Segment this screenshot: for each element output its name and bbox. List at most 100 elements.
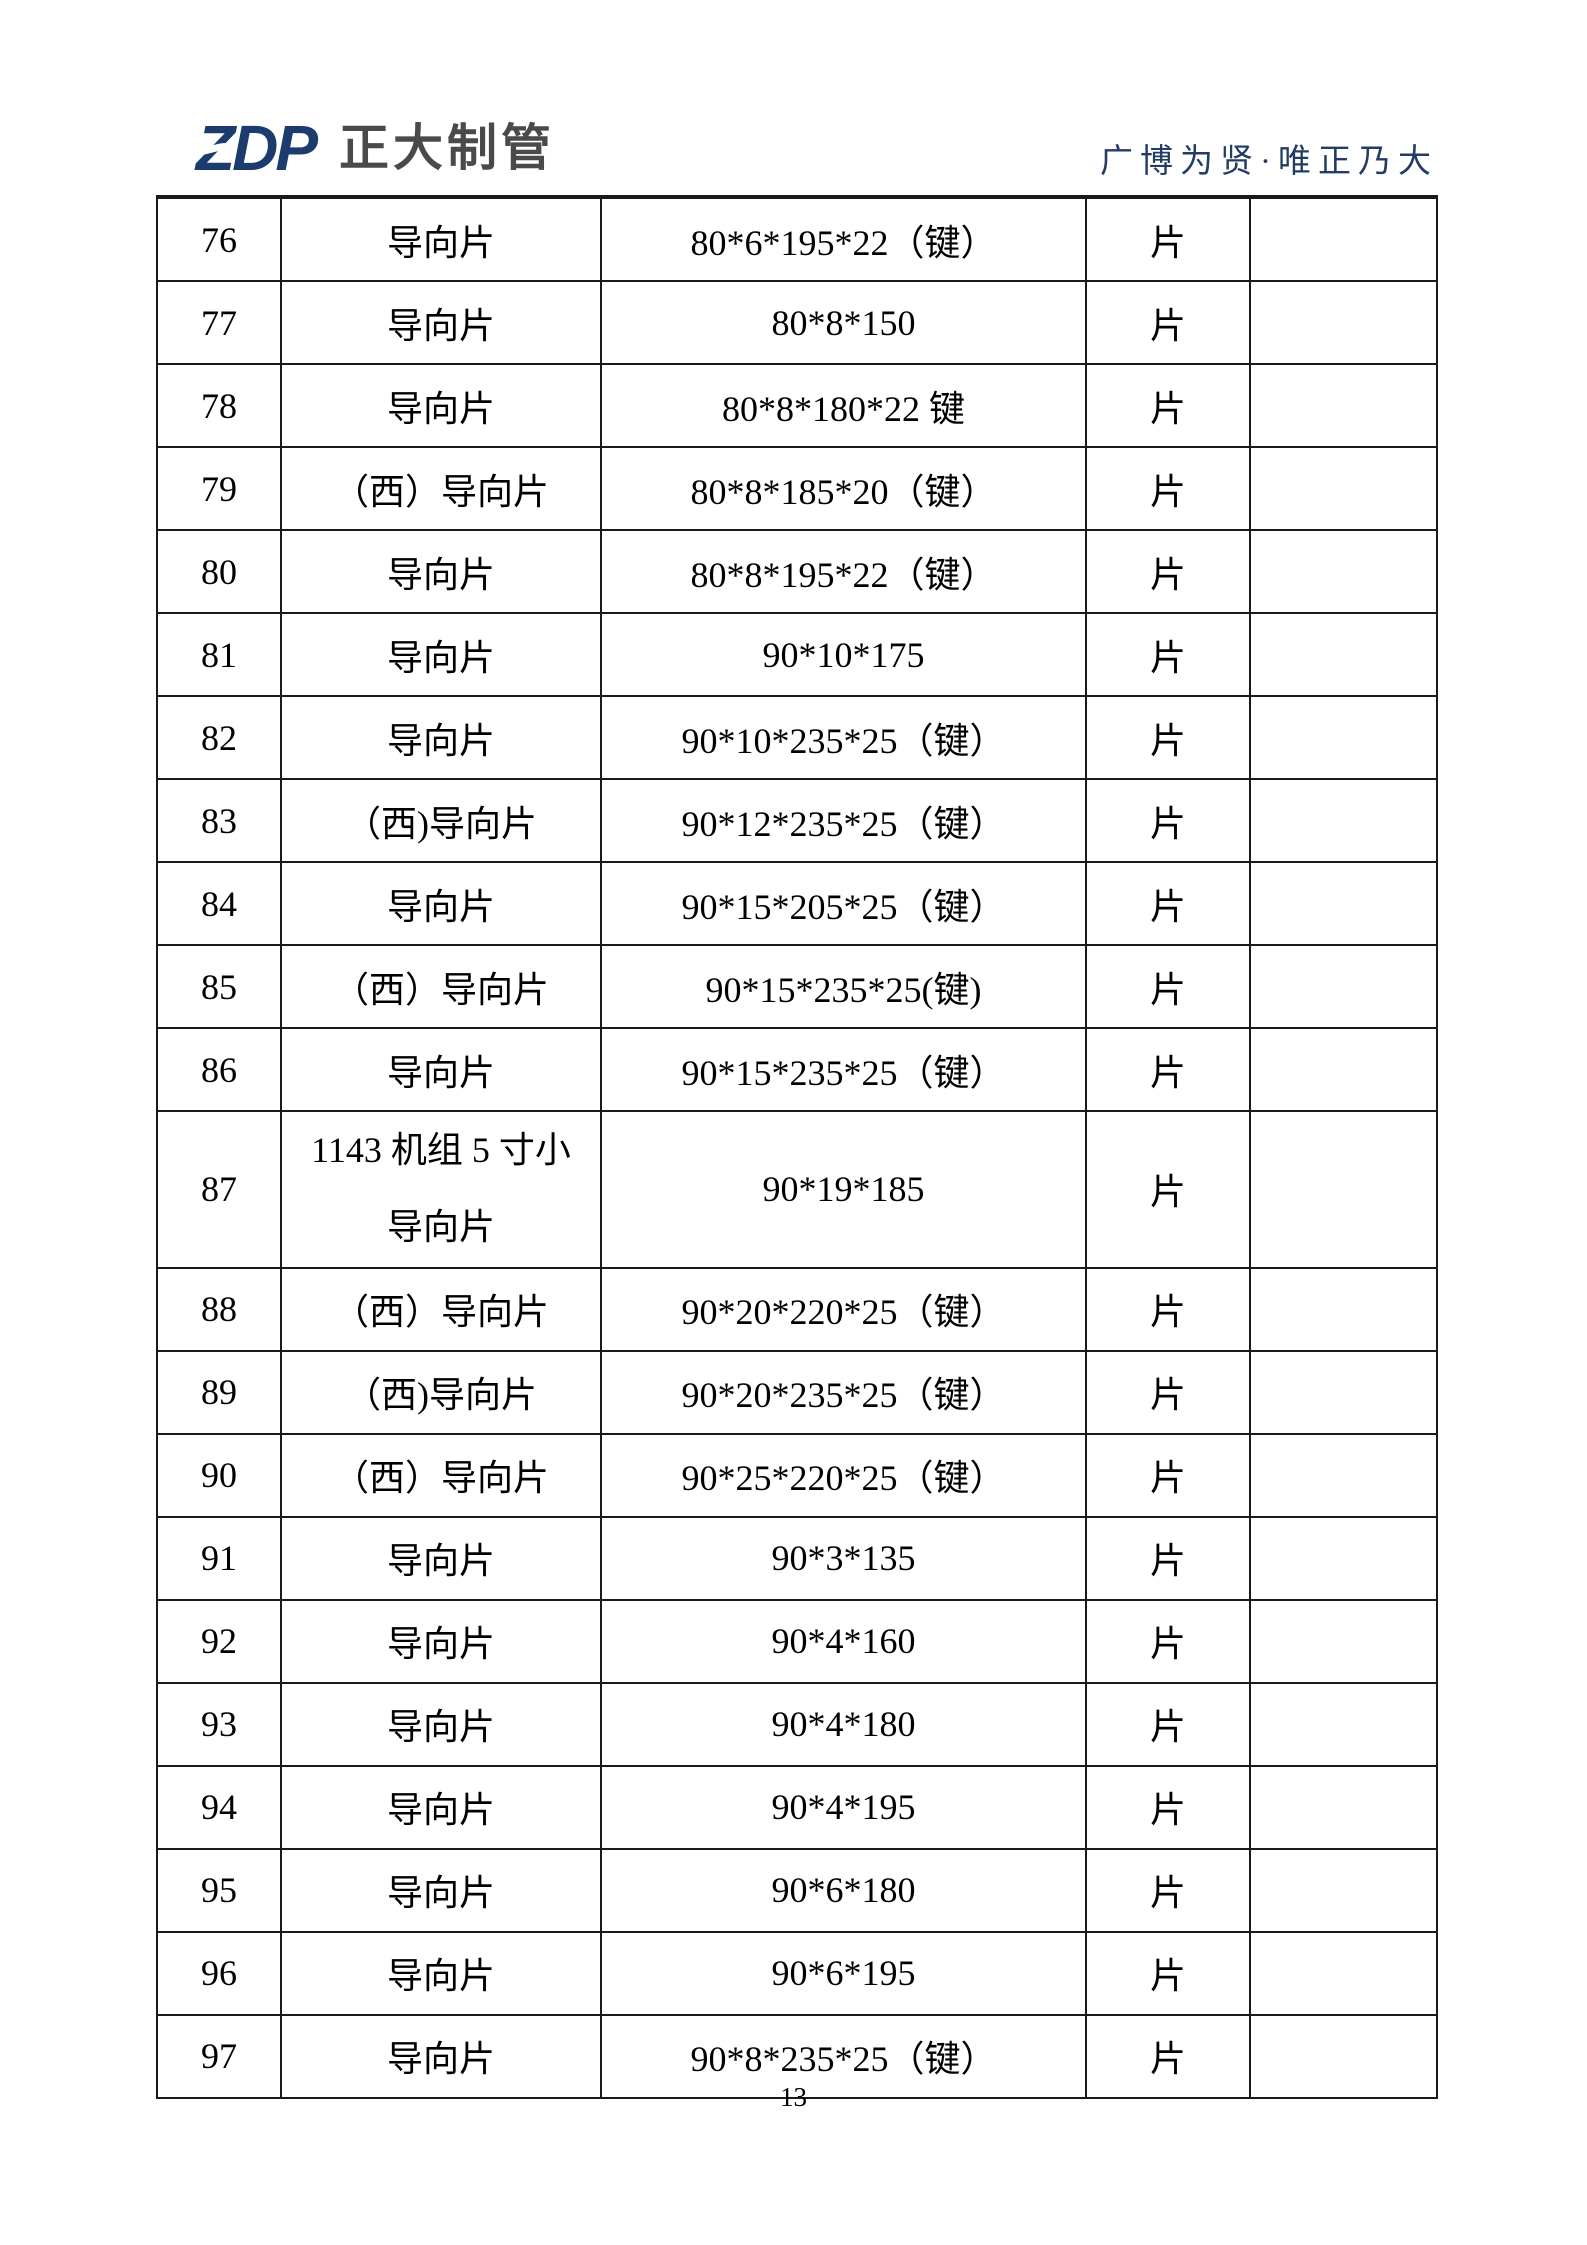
cell-note <box>1249 1681 1438 1767</box>
cell-spec: 90*12*235*25（键） <box>600 778 1087 863</box>
cell-index: 88 <box>156 1266 282 1352</box>
cell-note <box>1249 280 1438 365</box>
cell-note <box>1249 529 1438 614</box>
company-logo: ZDP 正大制管 <box>196 116 555 180</box>
cell-unit: 片 <box>1085 1598 1251 1684</box>
cell-name: 导向片 <box>280 1930 602 2016</box>
cell-unit: 片 <box>1085 2013 1251 2099</box>
cell-name: 导向片 <box>280 1027 602 1112</box>
cell-spec: 90*4*180 <box>600 1681 1087 1767</box>
cell-spec: 90*15*235*25(键) <box>600 944 1087 1029</box>
table-row: 89 （西)导向片 90*20*235*25（键）片 <box>156 1349 1438 1435</box>
cell-index: 97 <box>156 2013 282 2099</box>
cell-name: 导向片 <box>280 280 602 365</box>
cell-unit: 片 <box>1085 280 1251 365</box>
page-number: 13 <box>780 2082 807 2112</box>
cell-index: 95 <box>156 1847 282 1933</box>
table-row: 80 导向片 80*8*195*22（键）片 <box>156 529 1438 614</box>
cell-note <box>1249 1266 1438 1352</box>
cell-spec: 90*25*220*25（键） <box>600 1432 1087 1518</box>
cell-note <box>1249 944 1438 1029</box>
cell-unit: 片 <box>1085 1432 1251 1518</box>
table-row: 82 导向片 90*10*235*25（键）片 <box>156 695 1438 780</box>
cell-index: 83 <box>156 778 282 863</box>
cell-spec: 90*19*185 <box>600 1110 1087 1269</box>
cell-note <box>1249 1110 1438 1269</box>
table-row: 79 （西）导向片 80*8*185*20（键）片 <box>156 446 1438 531</box>
cell-index: 90 <box>156 1432 282 1518</box>
cell-unit: 片 <box>1085 612 1251 697</box>
cell-name: 导向片 <box>280 196 602 282</box>
cell-spec: 80*8*180*22 键 <box>600 363 1087 448</box>
cell-spec: 90*15*205*25（键） <box>600 861 1087 946</box>
cell-unit: 片 <box>1085 1515 1251 1601</box>
cell-name: 导向片 <box>280 861 602 946</box>
cell-index: 89 <box>156 1349 282 1435</box>
cell-unit: 片 <box>1085 1349 1251 1435</box>
cell-spec: 90*15*235*25（键） <box>600 1027 1087 1112</box>
cell-unit: 片 <box>1085 363 1251 448</box>
cell-note <box>1249 1515 1438 1601</box>
cell-index: 82 <box>156 695 282 780</box>
cell-note <box>1249 1847 1438 1933</box>
cell-index: 91 <box>156 1515 282 1601</box>
logo-company-name: 正大制管 <box>339 120 555 176</box>
table-row: 87 1143 机组 5 寸小 导向片 90*19*185 片 <box>156 1110 1438 1269</box>
cell-name: 1143 机组 5 寸小 导向片 <box>280 1110 602 1269</box>
table-row: 84 导向片 90*15*205*25（键）片 <box>156 861 1438 946</box>
cell-name: 导向片 <box>280 529 602 614</box>
cell-unit: 片 <box>1085 1930 1251 2016</box>
cell-note <box>1249 2013 1438 2099</box>
cell-note <box>1249 861 1438 946</box>
cell-name: （西）导向片 <box>280 446 602 531</box>
cell-name: （西）导向片 <box>280 1432 602 1518</box>
cell-spec: 80*8*195*22（键） <box>600 529 1087 614</box>
cell-spec: 90*4*160 <box>600 1598 1087 1684</box>
cell-unit: 片 <box>1085 529 1251 614</box>
cell-unit: 片 <box>1085 1847 1251 1933</box>
table-row: 76 导向片 80*6*195*22（键）片 <box>156 196 1438 282</box>
table-row: 91 导向片 90*3*135 片 <box>156 1515 1438 1601</box>
cell-index: 77 <box>156 280 282 365</box>
cell-spec: 80*8*185*20（键） <box>600 446 1087 531</box>
cell-index: 85 <box>156 944 282 1029</box>
cell-unit: 片 <box>1085 1681 1251 1767</box>
cell-unit: 片 <box>1085 1110 1251 1269</box>
cell-unit: 片 <box>1085 695 1251 780</box>
cell-name: 导向片 <box>280 1681 602 1767</box>
table-row: 93 导向片 90*4*180 片 <box>156 1681 1438 1767</box>
cell-spec: 90*20*220*25（键） <box>600 1266 1087 1352</box>
company-slogan: 广博为贤·唯正乃大 <box>1100 144 1438 180</box>
cell-index: 94 <box>156 1764 282 1850</box>
cell-name: （西）导向片 <box>280 944 602 1029</box>
table-row: 83 （西)导向片 90*12*235*25（键）片 <box>156 778 1438 863</box>
parts-table: 76 导向片 80*6*195*22（键）片 77 导向片 80*8*150 片 78 导向片 8… <box>156 195 1438 2099</box>
cell-index: 81 <box>156 612 282 697</box>
cell-unit: 片 <box>1085 446 1251 531</box>
cell-index: 92 <box>156 1598 282 1684</box>
cell-spec: 90*4*195 <box>600 1764 1087 1850</box>
table-row: 92 导向片 90*4*160 片 <box>156 1598 1438 1684</box>
table-row: 85 （西）导向片 90*15*235*25(键) 片 <box>156 944 1438 1029</box>
cell-note <box>1249 612 1438 697</box>
cell-spec: 90*8*235*25（键） <box>600 2013 1087 2099</box>
cell-name: （西）导向片 <box>280 1266 602 1352</box>
cell-spec: 90*10*175 <box>600 612 1087 697</box>
cell-name: 导向片 <box>280 363 602 448</box>
cell-spec: 90*20*235*25（键） <box>600 1349 1087 1435</box>
cell-note <box>1249 1027 1438 1112</box>
table-row: 95 导向片 90*6*180 片 <box>156 1847 1438 1933</box>
cell-unit: 片 <box>1085 196 1251 282</box>
cell-name: （西)导向片 <box>280 778 602 863</box>
cell-note <box>1249 1598 1438 1684</box>
table-row: 78 导向片 80*8*180*22 键片 <box>156 363 1438 448</box>
cell-note <box>1249 695 1438 780</box>
cell-spec: 80*6*195*22（键） <box>600 196 1087 282</box>
cell-index: 78 <box>156 363 282 448</box>
cell-name: 导向片 <box>280 1515 602 1601</box>
table-row: 86 导向片 90*15*235*25（键）片 <box>156 1027 1438 1112</box>
cell-note <box>1249 1764 1438 1850</box>
cell-index: 96 <box>156 1930 282 2016</box>
cell-note <box>1249 446 1438 531</box>
